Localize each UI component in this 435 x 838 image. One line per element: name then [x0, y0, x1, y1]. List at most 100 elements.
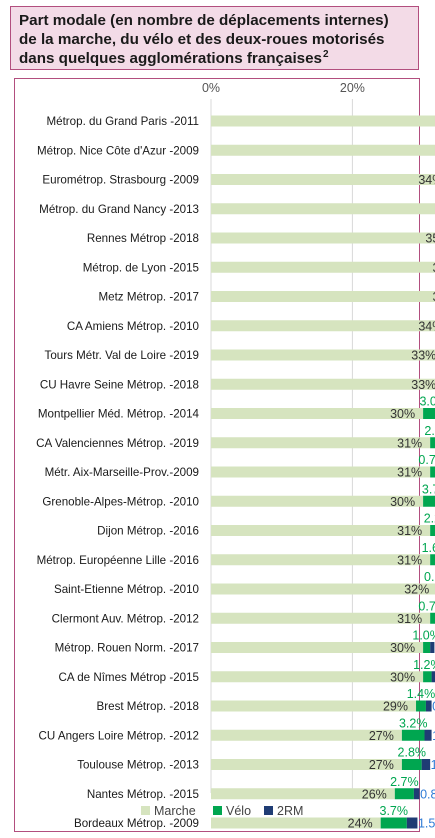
category-label: Rennes Métrop -2018 [87, 232, 199, 245]
data-label-velo: 1.0% [412, 629, 435, 643]
data-label-marche: 27% [369, 729, 394, 743]
data-label-2rm: 0.8% [420, 787, 435, 801]
category-label: CA de Nîmes Métrop -2015 [59, 671, 199, 684]
bar-2rm [421, 759, 431, 770]
bar-2rm [406, 817, 418, 829]
data-label-2rm: 1.5% [418, 817, 435, 831]
bar-velo [416, 700, 426, 712]
data-label-velo: 3.2% [399, 716, 428, 730]
data-label-marche: 29% [383, 700, 408, 714]
data-label-marche: 31% [397, 612, 422, 626]
category-label: Montpellier Méd. Métrop. -2014 [38, 408, 200, 421]
data-label-marche: 27% [369, 758, 394, 772]
data-label-marche: 30% [390, 670, 415, 684]
bar-velo [380, 817, 407, 829]
x-tick-label: 0% [202, 81, 220, 95]
bar-2rm [425, 700, 432, 712]
bar-velo [401, 729, 425, 741]
bar-marche [211, 525, 431, 536]
category-label: Métrop. Européenne Lille -2016 [37, 554, 199, 567]
data-label-velo: 2.4% [424, 424, 435, 438]
bar-marche [211, 174, 435, 185]
category-label: CA Amiens Métrop. -2010 [67, 320, 199, 333]
data-label-marche: 26% [362, 787, 387, 801]
x-tick-label: 20% [340, 81, 365, 95]
legend-label: 2RM [277, 804, 303, 818]
bar-marche [211, 700, 417, 712]
bar-velo [423, 642, 431, 653]
data-label-marche: 30% [390, 495, 415, 509]
bar-marche [211, 642, 424, 653]
data-label-velo: 1.6% [422, 541, 435, 555]
category-label: Métrop. du Grand Nancy -2013 [39, 203, 199, 216]
data-label-velo: 1.2% [413, 658, 435, 672]
category-label: CA Valenciennes Métrop. -2019 [36, 437, 199, 450]
data-label-velo: 0.7% [418, 599, 435, 613]
data-label-marche: 32% [404, 583, 429, 597]
data-label-velo: 2.2% [424, 512, 435, 526]
bar-2rm [430, 642, 435, 653]
data-label-velo: 0.3% [424, 570, 435, 584]
bar-marche [211, 320, 435, 332]
category-label: Toulouse Métrop. -2013 [77, 759, 199, 772]
data-label-marche: 31% [397, 553, 422, 567]
bar-velo [430, 554, 435, 566]
data-label-marche: 33% [411, 349, 435, 363]
legend-label: Marche [154, 804, 196, 818]
legend-swatch [213, 806, 222, 815]
bar-marche [211, 291, 435, 302]
bar-velo [423, 408, 435, 419]
chart-title-box: Part modale (en nombre de déplacements i… [10, 6, 419, 70]
legend-swatch [141, 806, 150, 815]
bar-velo [401, 759, 422, 770]
bar-2rm [424, 729, 432, 741]
legend-label: Vélo [226, 804, 251, 818]
bar-velo [394, 788, 414, 800]
data-label-marche: 31% [397, 524, 422, 538]
category-label: Métrop. de Lyon -2015 [83, 261, 199, 274]
bar-marche [211, 408, 424, 419]
bar-marche [211, 788, 395, 800]
data-label-marche: 34% [418, 319, 435, 333]
bar-marche [211, 583, 435, 595]
bar-velo [423, 495, 435, 507]
bar-velo [430, 466, 435, 478]
category-label: Clermont Auv. Métrop. -2012 [52, 612, 199, 625]
bar-marche [211, 144, 435, 156]
category-label: Eurométrop. Strasbourg -2009 [42, 174, 199, 187]
bar-marche [211, 349, 435, 361]
bar-velo [430, 525, 435, 536]
category-label: Métrop. Rouen Norm. -2017 [55, 642, 199, 655]
bar-marche [211, 378, 435, 390]
data-label-velo: 1.4% [407, 687, 435, 701]
category-label: CU Havre Seine Métrop. -2018 [40, 378, 199, 391]
data-label-marche: 24% [348, 817, 373, 831]
category-label: Métr. Aix-Marseille-Prov.-2009 [45, 466, 199, 479]
bar-marche [211, 466, 431, 478]
bar-marche [211, 817, 381, 829]
bar-marche [211, 729, 402, 741]
chart-title: Part modale (en nombre de déplacements i… [19, 12, 389, 67]
data-label-velo: 2.7% [390, 775, 419, 789]
data-label-marche: 36% [432, 290, 435, 304]
data-label-velo: 2.8% [398, 746, 427, 760]
data-label-marche: 34% [418, 173, 435, 187]
bar-marche [211, 232, 435, 244]
data-label-velo: 0.7% [418, 453, 435, 467]
data-label-velo: 3.7% [380, 804, 409, 818]
data-label-marche: 33% [411, 378, 435, 392]
bar-marche [211, 759, 402, 770]
category-label: CU Angers Loire Métrop. -2012 [39, 729, 199, 742]
data-label-marche: 30% [390, 641, 415, 655]
legend-swatch [264, 806, 273, 815]
category-label: Dijon Métrop. -2016 [97, 525, 199, 538]
bar-marche [211, 495, 424, 507]
category-label: Grenoble-Alpes-Métrop. -2010 [42, 495, 199, 508]
bar-velo [423, 671, 432, 683]
bar-marche [211, 437, 431, 449]
data-label-marche: 30% [390, 407, 415, 421]
chart-frame [14, 78, 420, 832]
data-label-2rm: 0.8% [432, 700, 435, 714]
data-label-marche: 31% [397, 436, 422, 450]
